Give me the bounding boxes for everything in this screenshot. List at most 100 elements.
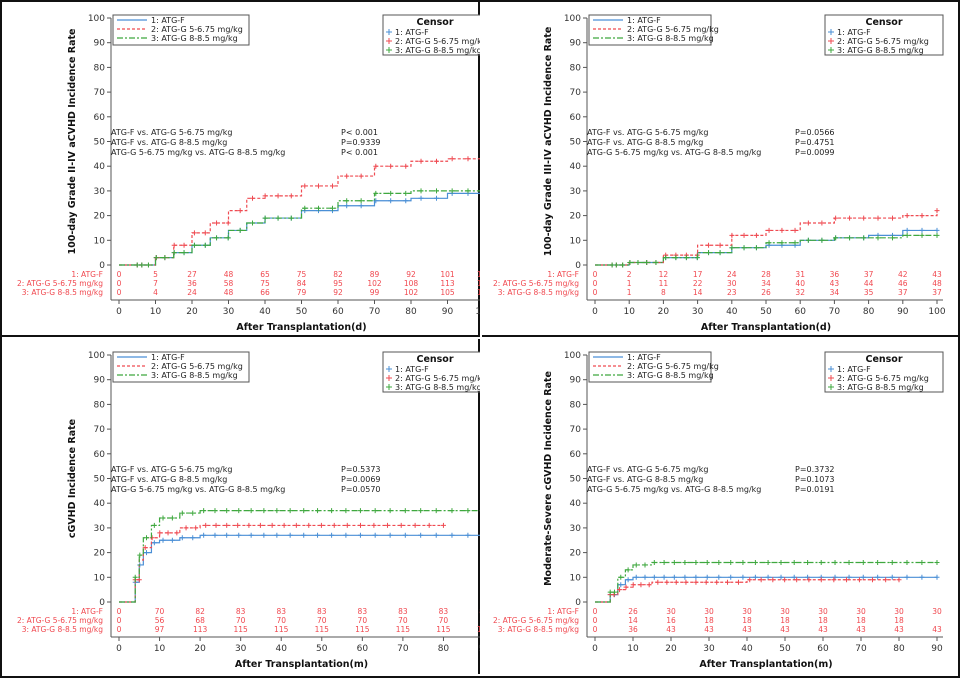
x-tick-label: 10 [150,307,162,317]
y-tick-label: 90 [94,39,106,49]
censor-mark [716,559,722,565]
censor-mark [358,198,364,204]
censor-mark [747,577,753,583]
risk-count: 82 [195,607,205,616]
risk-count: 97 [155,625,165,634]
risk-count: 102 [367,279,382,288]
risk-count: 18 [780,616,790,625]
censor-mark [904,227,910,233]
risk-count: 1 [627,279,632,288]
censor-mark [288,193,294,199]
panel-cgvhd: 0 10 20 30 40 50 60 70 80 90 100 cGVHD Incidence Ra… [2,339,480,674]
censor-mark [224,522,230,528]
censor-mark [729,232,735,238]
censor-mark [861,215,867,221]
censor-mark [661,574,667,580]
risk-count: 30 [856,607,866,616]
risk-count: 43 [704,625,714,634]
censor-mark [162,255,168,261]
censor-mark [343,508,349,514]
censor-mark [618,574,624,580]
censor-legend-label: 2: ATG-G 5-6.75 mg/kg [837,37,929,46]
censor-mark [418,195,424,201]
risk-row-label: 1: ATG-F [71,270,103,279]
censor-mark [934,232,940,238]
p-value: P=0.0191 [795,485,835,494]
y-tick-label: 20 [570,212,582,222]
y-tick-label: 60 [94,113,106,123]
censor-mark [248,532,254,538]
risk-count: 108 [404,279,419,288]
censor-mark [261,508,267,514]
y-tick-label: 30 [94,524,106,534]
censor-mark [794,577,800,583]
censor-mark [693,579,699,585]
censor-mark [741,245,747,251]
censor-mark [433,195,439,201]
curve-series-3 [119,510,480,603]
y-tick-label: 20 [94,549,106,559]
comparison-label: ATG-G 5-6.75 mg/kg vs. ATG-G 8-8.5 mg/kg [111,485,285,494]
y-tick-label: 60 [570,113,582,123]
censor-mark [203,522,209,528]
y-axis-label: cGVHD Incidence Rate [67,419,78,538]
risk-count: 115 [315,625,330,634]
censor-mark [224,532,230,538]
x-tick-label: 30 [235,644,247,654]
censor-mark [301,508,307,514]
censor-mark [791,559,797,565]
censor-mark [618,582,624,588]
legend-label: 2: ATG-G 5-6.75 mg/kg [627,25,719,34]
censor-mark [617,587,623,593]
censor-mark [717,250,723,256]
censor-mark [752,574,758,580]
risk-count: 0 [593,625,598,634]
risk-count: 0 [593,270,598,279]
risk-count: 30 [666,607,676,616]
p-value: P=0.0069 [341,475,381,484]
risk-count: 70 [155,607,165,616]
comparison-label: ATG-G 5-6.75 mg/kg vs. ATG-G 8-8.5 mg/kg [587,485,761,494]
censor-mark [671,574,677,580]
censor-mark [766,240,772,246]
censor-mark [861,235,867,241]
censor-mark [403,190,409,196]
censor-mark [627,260,633,266]
risk-count: 23 [727,288,737,297]
censor-mark [261,532,267,538]
censor-mark [149,535,155,541]
y-tick-label: 90 [94,376,106,386]
x-axis-label: After Transplantation(m) [235,659,368,670]
y-tick-label: 30 [570,187,582,197]
risk-count: 48 [224,270,234,279]
p-value: P=0.9339 [341,138,381,147]
censor-mark [934,227,940,233]
x-tick-label: 20 [186,307,198,317]
comparison-label: ATG-G 5-6.75 mg/kg vs. ATG-G 8-8.5 mg/kg [111,148,285,157]
censor-mark [735,579,741,585]
panel-moderate-severe-cgvhd: 0 10 20 30 40 50 60 70 80 90 100 Moderate-Severe cG… [482,339,960,674]
curve-series-2 [119,158,480,266]
risk-row-label: 2: ATG-G 5-6.75 mg/kg [17,279,103,288]
x-tick-label: 0 [592,307,598,317]
censor-mark [237,208,243,214]
y-tick-label: 70 [570,425,582,435]
risk-row-label: 3: ATG-G 8-8.5 mg/kg [22,288,104,297]
censor-mark [805,220,811,226]
censor-mark [919,227,925,233]
censor-mark [682,559,688,565]
censor-mark [160,515,166,521]
curve-series-1 [119,534,480,603]
censor-mark [418,188,424,194]
censor-legend-marker [386,366,392,372]
risk-count: 68 [195,616,205,625]
y-tick-label: 80 [94,63,106,73]
censor-legend-marker [828,38,834,44]
censor-mark [934,574,940,580]
risk-count: 30 [704,607,714,616]
censor-mark [904,574,910,580]
y-tick-label: 50 [94,475,106,485]
censor-mark [682,574,688,580]
p-value: P< 0.001 [341,148,378,157]
